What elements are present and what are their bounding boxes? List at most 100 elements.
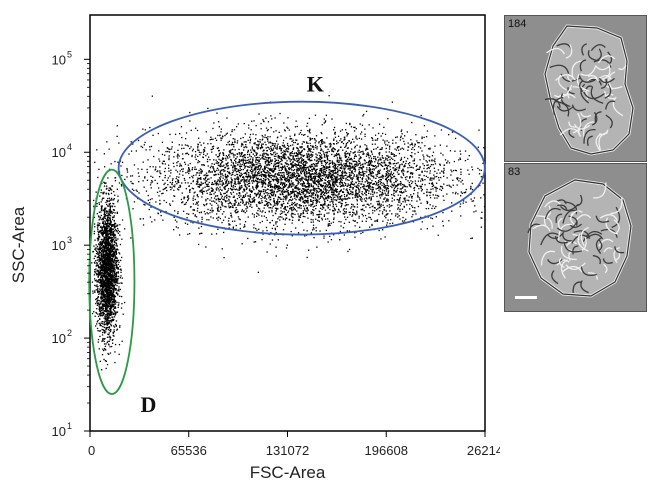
data-point bbox=[461, 179, 463, 182]
data-point bbox=[160, 211, 162, 213]
data-point bbox=[210, 165, 212, 167]
data-point bbox=[249, 188, 251, 190]
data-point bbox=[324, 209, 327, 211]
data-point bbox=[297, 187, 300, 189]
data-point bbox=[198, 243, 200, 246]
data-point bbox=[393, 195, 396, 197]
data-point bbox=[236, 173, 238, 175]
data-point bbox=[277, 218, 279, 220]
data-point bbox=[353, 157, 355, 159]
data-point bbox=[150, 206, 152, 208]
data-point bbox=[346, 194, 348, 196]
data-point bbox=[386, 140, 388, 142]
data-point bbox=[244, 190, 246, 192]
data-point bbox=[436, 194, 439, 197]
data-point bbox=[392, 167, 394, 169]
data-point bbox=[460, 191, 462, 193]
data-point bbox=[404, 201, 406, 203]
data-point bbox=[326, 212, 328, 214]
data-point bbox=[193, 174, 195, 177]
data-point bbox=[258, 170, 260, 173]
data-point bbox=[308, 171, 310, 174]
data-point bbox=[359, 166, 361, 168]
data-point bbox=[187, 145, 189, 147]
data-point bbox=[228, 217, 230, 219]
data-point bbox=[280, 181, 282, 183]
data-point bbox=[227, 175, 229, 177]
data-point bbox=[215, 189, 218, 191]
data-point bbox=[299, 165, 301, 167]
data-point bbox=[202, 151, 205, 153]
data-point bbox=[284, 156, 286, 158]
data-point bbox=[232, 152, 234, 154]
data-point bbox=[293, 184, 295, 186]
data-point bbox=[383, 183, 385, 185]
data-point bbox=[257, 213, 259, 215]
data-point bbox=[344, 184, 347, 186]
data-point bbox=[320, 167, 323, 170]
data-point bbox=[258, 174, 260, 177]
data-point bbox=[262, 180, 265, 182]
data-point bbox=[297, 164, 299, 166]
data-point bbox=[190, 146, 192, 148]
data-point bbox=[300, 165, 302, 167]
data-point bbox=[221, 202, 223, 204]
data-point bbox=[232, 166, 234, 168]
data-point bbox=[376, 219, 379, 221]
data-point bbox=[149, 166, 151, 168]
data-point bbox=[214, 173, 217, 176]
data-point bbox=[283, 186, 285, 189]
data-point bbox=[240, 145, 243, 147]
data-points bbox=[91, 95, 486, 371]
data-point bbox=[327, 148, 329, 150]
data-point bbox=[237, 189, 239, 191]
data-point bbox=[275, 210, 277, 212]
data-point bbox=[364, 133, 366, 135]
data-point bbox=[379, 194, 381, 196]
data-point bbox=[386, 168, 388, 170]
data-point bbox=[330, 186, 332, 189]
data-point bbox=[443, 167, 445, 170]
data-point bbox=[291, 235, 293, 237]
data-point bbox=[434, 161, 436, 163]
data-point bbox=[263, 215, 265, 217]
data-point bbox=[265, 117, 267, 119]
data-point bbox=[312, 173, 314, 175]
data-point bbox=[311, 192, 313, 194]
data-point bbox=[258, 159, 260, 161]
data-point bbox=[448, 162, 451, 164]
data-point bbox=[307, 188, 309, 191]
data-point bbox=[245, 162, 247, 164]
data-point bbox=[397, 208, 399, 210]
data-point bbox=[291, 215, 293, 218]
data-point bbox=[303, 185, 306, 187]
data-point bbox=[260, 190, 262, 192]
data-point bbox=[302, 164, 305, 166]
data-point bbox=[174, 210, 176, 212]
data-point bbox=[334, 196, 336, 198]
data-point bbox=[275, 159, 277, 161]
data-point bbox=[450, 186, 452, 188]
data-point bbox=[114, 205, 116, 208]
data-point bbox=[253, 120, 255, 122]
data-point bbox=[399, 218, 401, 220]
data-point bbox=[310, 218, 312, 221]
data-point bbox=[186, 196, 189, 198]
data-point bbox=[339, 180, 341, 182]
data-point bbox=[345, 144, 347, 146]
data-point bbox=[147, 194, 149, 197]
data-point bbox=[195, 174, 197, 176]
data-point bbox=[307, 209, 309, 211]
data-point bbox=[396, 185, 398, 187]
data-point bbox=[398, 165, 401, 167]
data-point bbox=[252, 177, 254, 179]
data-point bbox=[362, 166, 365, 168]
data-point bbox=[285, 197, 287, 199]
data-point bbox=[359, 195, 362, 198]
data-point bbox=[311, 178, 313, 180]
data-point bbox=[376, 139, 378, 141]
data-point bbox=[329, 165, 331, 167]
data-point bbox=[430, 183, 433, 185]
data-point bbox=[278, 157, 280, 159]
data-point bbox=[276, 148, 278, 150]
